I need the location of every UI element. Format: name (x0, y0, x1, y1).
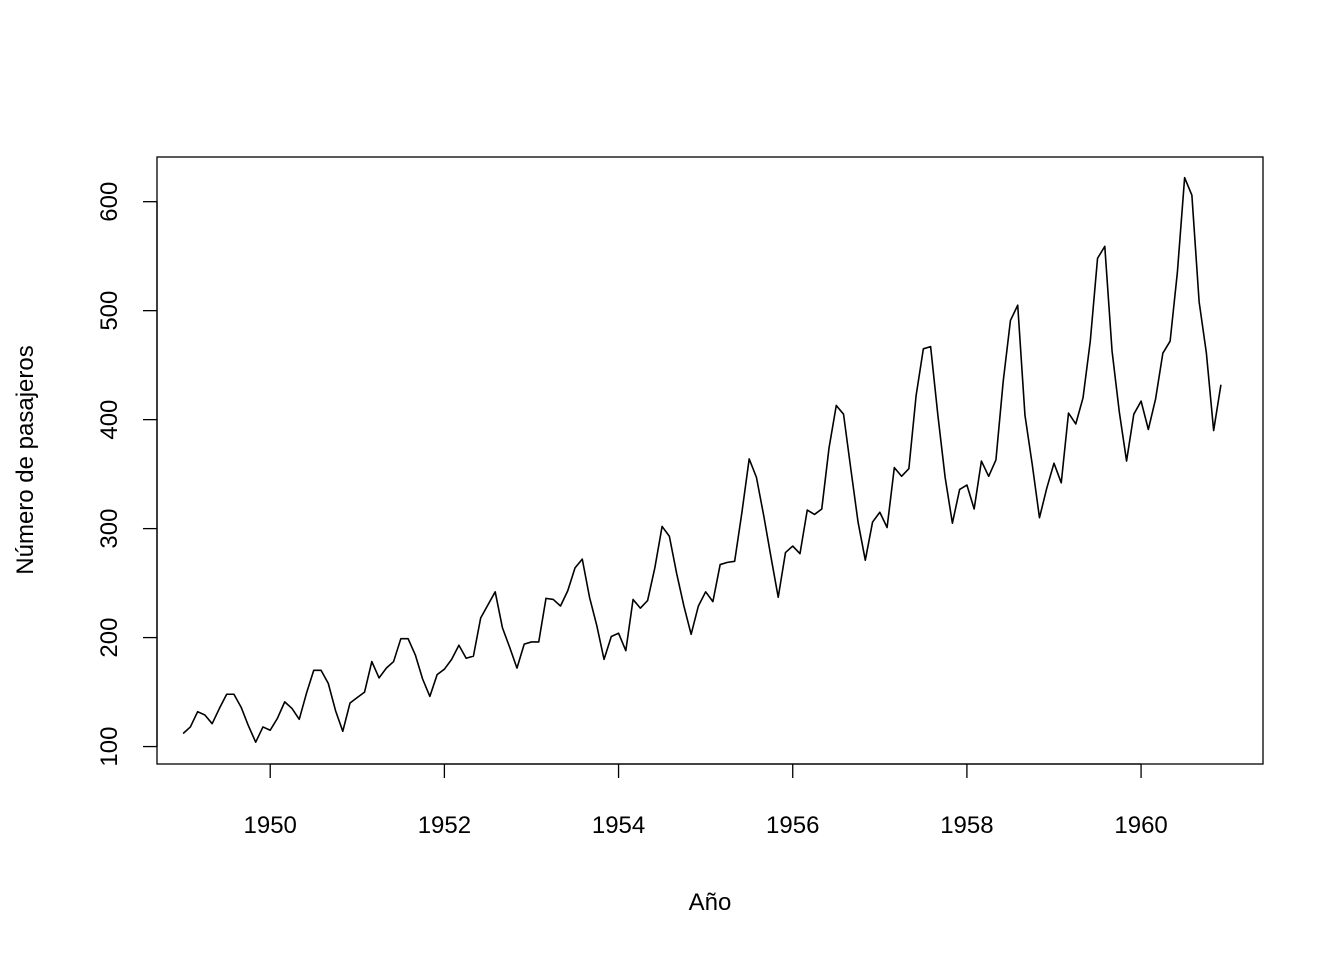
y-axis-title: Número de pasajeros (12, 345, 39, 574)
x-axis-title: Año (689, 889, 732, 916)
y-tick-label: 600 (96, 182, 123, 222)
y-axis: 100 200 300 400 500 600 (96, 182, 158, 767)
series-line-0 (182, 176, 1222, 744)
x-tick-label: 1958 (940, 812, 993, 839)
y-tick-label: 500 (96, 291, 123, 331)
y-tick-label: 300 (96, 509, 123, 549)
x-tick-label: 1950 (244, 812, 297, 839)
x-tick-label: 1960 (1114, 812, 1167, 839)
x-tick-label: 1954 (592, 812, 645, 839)
y-tick-label: 100 (96, 727, 123, 767)
x-tick-label: 1952 (418, 812, 471, 839)
y-tick-label: 400 (96, 400, 123, 440)
series-layer (182, 176, 1222, 744)
y-tick-label: 200 (96, 618, 123, 658)
x-axis: 1950 1952 1954 1956 1958 1960 (244, 763, 1168, 839)
x-tick-label: 1956 (766, 812, 819, 839)
